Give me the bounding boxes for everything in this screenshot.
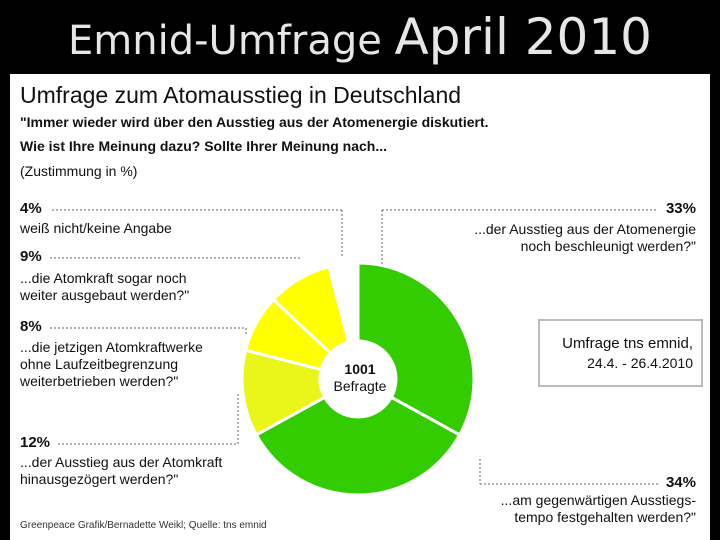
donut-slices [240,261,476,497]
donut-chart [50,209,658,497]
slice-label-text: ...der Ausstieg aus der Atomkraft hinaus… [20,454,223,487]
source-box: Umfrage tns emnid, 24.4. - 26.4.2010 [538,319,703,387]
respondent-count: 1001 [344,361,376,377]
slice-label-text: ...am gegenwärtigen Ausstiegs- tempo fes… [500,492,696,525]
slice-label-text: weiß nicht/keine Angabe [20,220,172,236]
slide-title: Emnid-Umfrage April 2010 [0,0,720,74]
chart-heading: Umfrage zum Atomausstieg in Deutschland [20,82,462,108]
source-line-1: Umfrage tns emnid, [562,335,693,352]
slice-label-text: ...die Atomkraft sogar noch weiter ausge… [20,270,190,303]
footer-credit: Greenpeace Grafik/Bernadette Weikl; Quel… [20,520,267,531]
slice-label-text: ...der Ausstieg aus der Atomenergie noch… [474,221,696,254]
slice-label-value: 9% [20,248,42,265]
slice-label-value: 33% [665,200,696,217]
unit-note: (Zustimmung in %) [20,163,138,179]
leader-lines [50,209,658,485]
respondent-label: Befragte [333,378,387,394]
slide-title-date: April 2010 [394,8,652,66]
slice-label-value: 34% [665,474,696,491]
source-line-2: 24.4. - 26.4.2010 [587,355,693,371]
slice-label-value: 12% [20,434,51,451]
slide-title-main: Emnid-Umfrage [68,18,382,64]
slice-label-value: 4% [20,200,42,217]
donut-hole [320,341,396,417]
question-line-1: "Immer wieder wird über den Ausstieg aus… [20,114,489,130]
slice-label-text: ...die jetzigen Atomkraftwerke ohne Lauf… [20,339,203,389]
question-line-2: Wie ist Ihre Meinung dazu? Sollte Ihrer … [20,138,388,154]
chart-panel: Umfrage zum Atomausstieg in Deutschland … [10,74,710,540]
slice-label-value: 8% [20,318,42,335]
